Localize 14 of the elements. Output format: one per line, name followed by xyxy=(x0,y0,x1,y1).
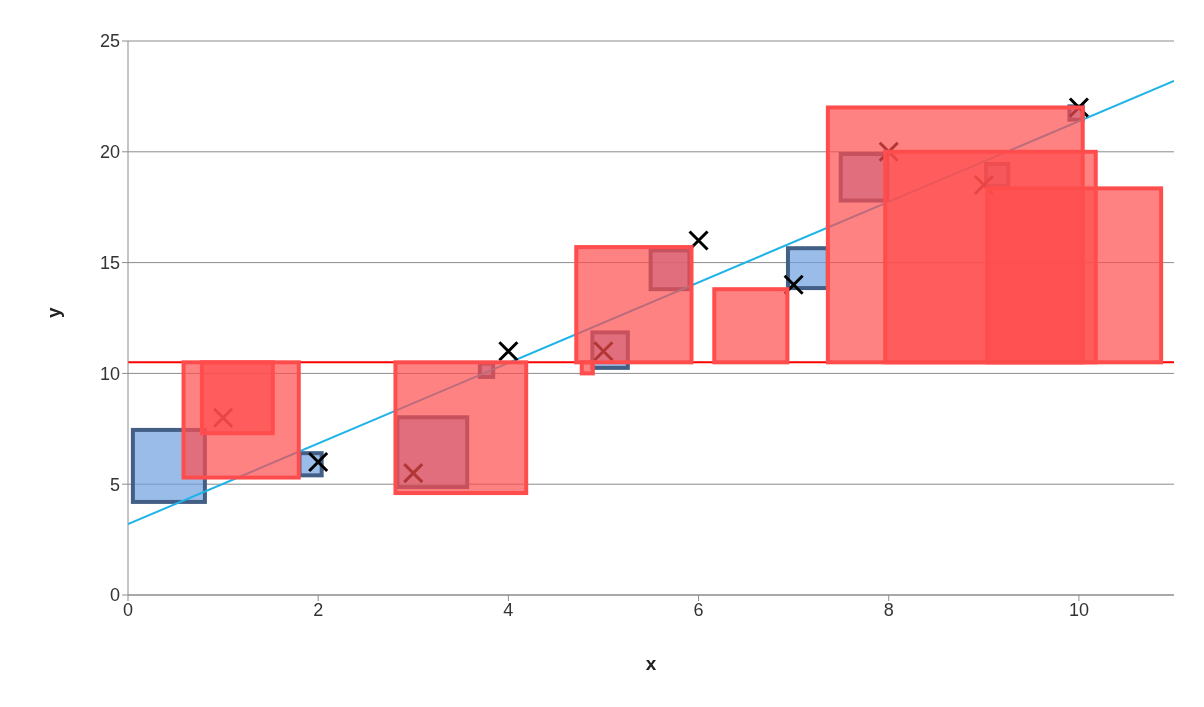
x-axis-title: x xyxy=(645,653,657,674)
y-tick-label: 5 xyxy=(109,474,120,495)
x-tick-label: 6 xyxy=(693,599,704,620)
x-tick-label: 2 xyxy=(313,599,324,620)
x-tick-label: 4 xyxy=(503,599,514,620)
y-tick-label: 10 xyxy=(99,363,120,384)
y-tick-label: 0 xyxy=(109,585,120,606)
y-axis-title: y xyxy=(42,307,64,318)
x-tick-label: 8 xyxy=(883,599,894,620)
x-tick-label: 0 xyxy=(122,599,134,620)
y-tick-label: 20 xyxy=(99,142,120,163)
x-tick-label: 10 xyxy=(1068,599,1089,620)
y-tick-label: 25 xyxy=(99,31,120,52)
y-tick-label: 15 xyxy=(99,252,120,273)
